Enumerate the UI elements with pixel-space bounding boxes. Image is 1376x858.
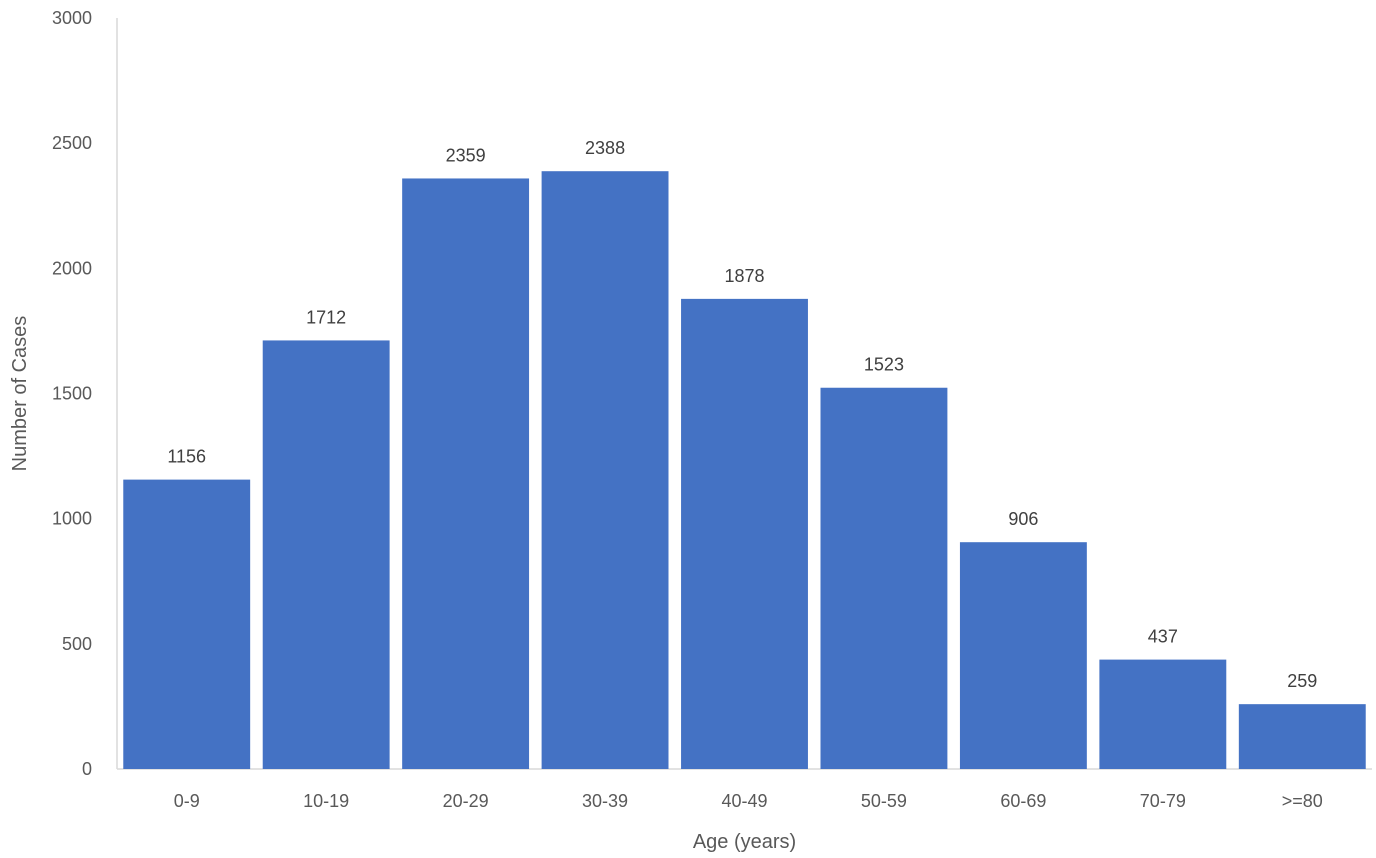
y-tick-label: 3000 bbox=[52, 8, 92, 28]
x-tick-label: 10-19 bbox=[303, 791, 349, 811]
bar bbox=[820, 387, 948, 769]
x-tick-label: 20-29 bbox=[443, 791, 489, 811]
y-tick-label: 1000 bbox=[52, 509, 92, 529]
bar bbox=[123, 479, 251, 769]
x-axis-ticks: 0-9 10-19 20-29 30-39 40-49 50-59 60-69 70-79 >=… bbox=[174, 791, 1323, 811]
x-tick-label: 40-49 bbox=[721, 791, 767, 811]
y-tick-label: 500 bbox=[62, 634, 92, 654]
bar-value-label: 2359 bbox=[446, 145, 486, 165]
y-axis-title: Number of Cases bbox=[9, 316, 31, 472]
bar-value-label: 906 bbox=[1008, 509, 1038, 529]
bar-value-label: 259 bbox=[1287, 671, 1317, 691]
bar bbox=[681, 298, 808, 769]
bar bbox=[1099, 659, 1227, 769]
bar-value-label: 437 bbox=[1148, 627, 1178, 647]
x-tick-label: 0-9 bbox=[174, 791, 200, 811]
y-tick-label: 0 bbox=[82, 759, 92, 779]
y-tick-label: 2500 bbox=[52, 133, 92, 153]
bar bbox=[262, 340, 390, 769]
bar-value-label: 2388 bbox=[585, 138, 625, 158]
bar-value-label: 1878 bbox=[724, 266, 764, 286]
x-tick-label: >=80 bbox=[1282, 791, 1323, 811]
bar-value-label: 1712 bbox=[306, 307, 346, 327]
bar-value-label: 1156 bbox=[167, 447, 206, 467]
bar-value-label: 1523 bbox=[864, 355, 904, 375]
y-tick-label: 1500 bbox=[52, 384, 92, 404]
bars-group bbox=[123, 171, 1366, 770]
x-tick-label: 30-39 bbox=[582, 791, 628, 811]
x-tick-label: 60-69 bbox=[1000, 791, 1046, 811]
bar bbox=[541, 171, 669, 770]
bar bbox=[1238, 704, 1366, 769]
y-axis-ticks: 0 500 1000 1500 2000 2500 3000 bbox=[52, 8, 92, 779]
bar bbox=[402, 178, 530, 769]
plot-area: 1156 1712 2359 2388 1878 1523 906 437 259 bbox=[116, 18, 1372, 770]
bar bbox=[959, 542, 1087, 769]
x-tick-label: 70-79 bbox=[1140, 791, 1186, 811]
x-tick-label: 50-59 bbox=[861, 791, 907, 811]
x-axis-title: Age (years) bbox=[693, 831, 796, 853]
y-tick-label: 2000 bbox=[52, 258, 92, 278]
data-labels-group: 1156 1712 2359 2388 1878 1523 906 437 259 bbox=[167, 138, 1317, 691]
